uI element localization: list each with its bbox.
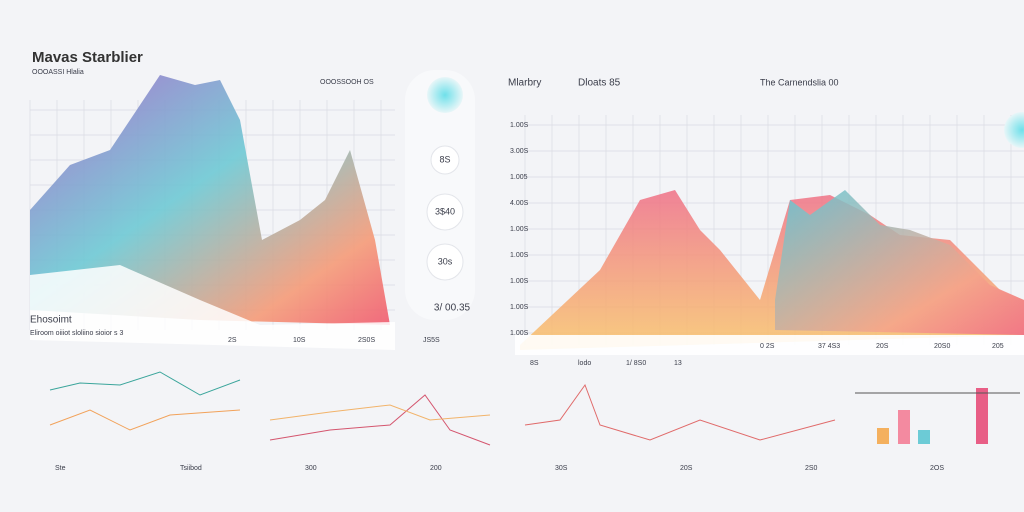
- line: [269, 404, 491, 421]
- dial: [426, 243, 464, 281]
- footer-label: 2S: [228, 337, 237, 344]
- dial-active: [1004, 112, 1024, 148]
- y-label: 1.00S: [510, 304, 529, 311]
- line: [49, 371, 241, 396]
- line: [49, 409, 241, 431]
- footer-label: lodo: [578, 360, 591, 367]
- footer-label: 10S: [293, 337, 306, 344]
- y-label: 1.005: [510, 174, 528, 181]
- axis-label: Ste: [55, 465, 66, 472]
- dial-total: 3/ 00.35: [434, 303, 471, 314]
- axis-label: Tsiibod: [180, 465, 202, 472]
- axis-label: 200: [430, 465, 442, 472]
- footer-label: 13: [674, 360, 682, 367]
- y-label: 1.00S: [510, 226, 529, 233]
- x-label: 205: [992, 343, 1004, 350]
- bar: [918, 430, 930, 444]
- tag: OOOSSOOH OS: [320, 79, 374, 86]
- caption-note: Eliroom oiiiot sloliino sioior s 3: [30, 330, 123, 337]
- y-label: 1.00S: [510, 278, 529, 285]
- dial-label: 30s: [438, 256, 453, 266]
- bar: [898, 410, 910, 444]
- footer-label: 8S: [530, 360, 539, 367]
- footer-label: 2S0S: [358, 337, 375, 344]
- x-label: 20S0: [934, 343, 950, 350]
- axis-label: 30S: [555, 465, 568, 472]
- caption: Ehosoimt: [30, 315, 72, 326]
- y-label: 3.00S: [510, 148, 529, 155]
- panel-base: [515, 335, 1024, 355]
- y-label: 1.00S: [510, 330, 529, 337]
- line: [269, 394, 491, 446]
- x-label: 20S: [876, 343, 889, 350]
- bar: [976, 388, 988, 444]
- dial: [426, 193, 464, 231]
- y-label: 1.00S: [510, 122, 529, 129]
- dial-active: [427, 77, 463, 113]
- dial-label: 3$40: [435, 206, 455, 216]
- y-label: 4.00S: [510, 200, 529, 207]
- panel-title: The Carnendslia 00: [760, 77, 839, 87]
- axis-label: 2OS: [930, 465, 944, 472]
- y-label: 1.00S: [510, 252, 529, 259]
- axis-label: 2S0: [805, 465, 818, 472]
- x-label: 0 2S: [760, 343, 775, 350]
- line: [524, 383, 836, 441]
- axis-label: 300: [305, 465, 317, 472]
- x-label: 37 4S3: [818, 343, 840, 350]
- axis-label: 20S: [680, 465, 693, 472]
- panel-base: [30, 265, 395, 350]
- dial: [430, 145, 460, 175]
- subtitle: OOOASSI Hlalia: [32, 69, 84, 76]
- footer-label: JS5S: [423, 337, 440, 344]
- title: Mavas Starblier: [32, 49, 143, 66]
- panel-title: Mlarbry: [508, 78, 541, 89]
- dial-label: 8S: [439, 154, 450, 164]
- bar: [877, 428, 889, 444]
- mini-charts: [49, 371, 1020, 446]
- footer-label: 1/ 8S0: [626, 360, 646, 367]
- panel-title: Dloats 85: [578, 78, 621, 89]
- area-chart: [30, 75, 390, 325]
- area-chart: [775, 190, 1024, 335]
